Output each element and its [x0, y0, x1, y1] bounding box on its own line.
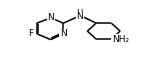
Text: F: F: [29, 29, 34, 38]
Text: N: N: [60, 29, 67, 38]
Text: NH₂: NH₂: [112, 35, 129, 44]
Text: N: N: [47, 13, 54, 22]
Text: H: H: [77, 9, 83, 18]
Text: N: N: [76, 12, 83, 21]
